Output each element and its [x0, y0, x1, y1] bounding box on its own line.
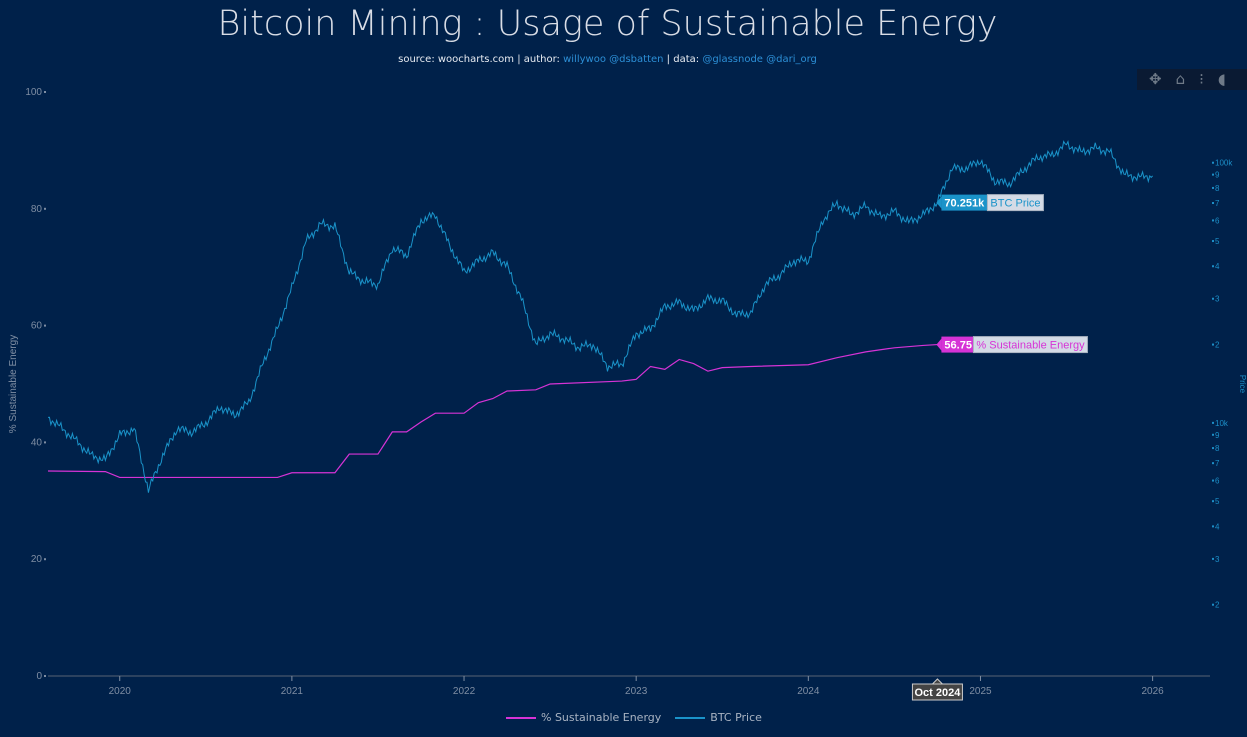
- y-tick-mark: [44, 675, 46, 677]
- y-tick-label: 40: [31, 437, 43, 448]
- energy-hover-name-box: [972, 336, 1088, 354]
- source-text: source: woocharts.com | author:: [398, 54, 560, 65]
- y2-tick-label: 4: [1215, 262, 1220, 271]
- y2-tick-mark: [1212, 479, 1214, 482]
- x-tick-label: 2021: [281, 686, 304, 697]
- home-icon[interactable]: ⌂: [1175, 70, 1186, 88]
- legend: % Sustainable Energy BTC Price: [506, 711, 762, 724]
- y2-tick-mark: [1212, 240, 1214, 243]
- more-icon[interactable]: ◖: [1217, 70, 1226, 88]
- btc-hover-value: 70.251k: [944, 198, 985, 210]
- y2-tick-label: 9: [1215, 431, 1220, 440]
- y2-tick-mark: [1212, 500, 1214, 503]
- y2-tick-mark: [1212, 343, 1214, 346]
- pan-icon[interactable]: ✥: [1149, 70, 1162, 88]
- y-tick-mark: [44, 441, 46, 444]
- y-tick-label: 20: [31, 554, 43, 565]
- legend-swatch-btc: [675, 716, 706, 719]
- y2-tick-label: 6: [1215, 477, 1220, 486]
- x-tick-label: 2023: [625, 686, 648, 697]
- energy-hover-pointer: [936, 338, 942, 351]
- y2-axis-title: Price: [1238, 375, 1247, 394]
- data-sources-link[interactable]: @glassnode @dari_org: [702, 54, 817, 65]
- y2-tick-label: 8: [1215, 444, 1220, 453]
- author-link[interactable]: willywoo @dsbatten: [563, 54, 664, 65]
- y-tick-label: 0: [36, 671, 42, 682]
- x-tick-label: 2022: [453, 686, 476, 697]
- y2-tick-mark: [1212, 219, 1214, 222]
- y2-tick-label: 9: [1215, 171, 1220, 180]
- btc-hover-name-box: [986, 194, 1044, 212]
- modebar: ✥ ⌂ ⁝ ◖: [1137, 69, 1247, 90]
- y-tick-label: 80: [31, 204, 43, 215]
- y2-tick-mark: [1212, 603, 1214, 606]
- btc-hover-name: BTC Price: [990, 198, 1040, 210]
- y2-tick-mark: [1212, 186, 1214, 189]
- y2-tick-label: 4: [1215, 522, 1220, 531]
- y2-tick-mark: [1212, 462, 1214, 465]
- y2-tick-mark: [1212, 173, 1214, 176]
- y2-tick-label: 2: [1215, 601, 1220, 610]
- date-hover-box: [911, 683, 963, 701]
- y2-tick-label: 7: [1215, 199, 1220, 208]
- y-tick-mark: [44, 558, 46, 561]
- chart-title: Bitcoin Mining : Usage of Sustainable En…: [217, 4, 998, 44]
- y2-tick-label: 3: [1215, 295, 1220, 304]
- y2-tick-label: 8: [1215, 184, 1220, 193]
- energy-hover-name: % Sustainable Energy: [976, 340, 1085, 352]
- y-axis-title: % Sustainable Energy: [8, 335, 19, 433]
- y2-tick-mark: [1212, 447, 1214, 450]
- x-tick-label: 2020: [109, 686, 132, 697]
- y2-tick-label: 5: [1215, 237, 1220, 246]
- y-tick-mark: [44, 207, 46, 210]
- y2-tick-label: 6: [1215, 216, 1220, 225]
- legend-label-energy: % Sustainable Energy: [541, 711, 662, 724]
- y2-tick-mark: [1212, 297, 1214, 300]
- y2-tick-label: 100k: [1215, 159, 1233, 168]
- date-hover-label: Oct 2024: [914, 687, 961, 699]
- x-tick-label: 2024: [797, 686, 820, 697]
- x-tick-label: 2025: [969, 686, 992, 697]
- y2-tick-label: 10k: [1215, 419, 1229, 428]
- btc-hover-pointer: [936, 196, 942, 209]
- y2-tick-mark: [1212, 202, 1214, 205]
- spikelines-icon[interactable]: ⁝: [1199, 70, 1204, 88]
- btc-price-line: [47, 140, 1153, 493]
- y-tick-mark: [44, 324, 46, 327]
- y-tick-label: 60: [31, 321, 43, 332]
- legend-label-btc: BTC Price: [710, 711, 762, 724]
- legend-item-btc[interactable]: BTC Price: [675, 711, 762, 724]
- y2-tick-mark: [1212, 265, 1214, 268]
- y2-tick-label: 2: [1215, 341, 1220, 350]
- chart-subtitle: source: woocharts.com | author: willywoo…: [0, 54, 1215, 65]
- y2-tick-mark: [1212, 557, 1214, 560]
- legend-swatch-energy: [506, 716, 536, 719]
- y2-tick-mark: [1212, 421, 1214, 424]
- y2-tick-mark: [1212, 525, 1214, 528]
- legend-item-energy[interactable]: % Sustainable Energy: [506, 711, 661, 724]
- x-tick-label: 2026: [1141, 686, 1164, 697]
- y2-tick-mark: [1212, 161, 1214, 164]
- y2-tick-label: 5: [1215, 497, 1220, 506]
- y-tick-mark: [44, 91, 46, 93]
- energy-hover-value-box: [941, 336, 974, 353]
- energy-hover-value: 56.75: [944, 340, 972, 352]
- y2-tick-label: 3: [1215, 555, 1220, 564]
- y2-tick-label: 7: [1215, 459, 1220, 468]
- y2-tick-mark: [1212, 433, 1214, 436]
- btc-hover-value-box: [941, 194, 988, 211]
- y-tick-label: 100: [25, 87, 42, 98]
- data-label: | data:: [666, 54, 700, 65]
- energy-line: [47, 343, 938, 479]
